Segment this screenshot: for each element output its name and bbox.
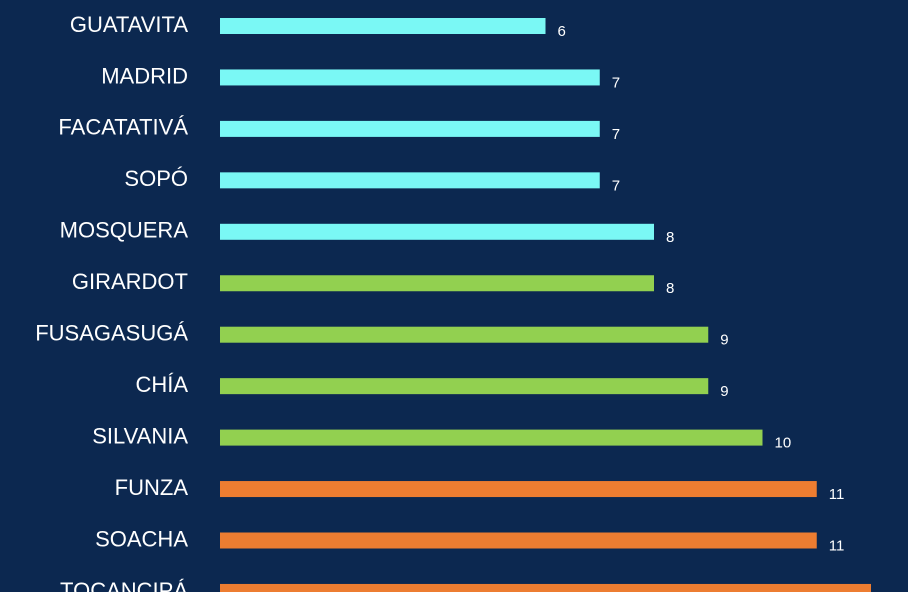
value-label: 11 — [829, 537, 845, 554]
category-label: FUNZA — [115, 475, 189, 500]
category-label: SOACHA — [95, 526, 188, 551]
category-label: GIRARDOT — [72, 269, 188, 294]
value-label: 6 — [558, 23, 566, 40]
category-label: TOCANCIPÁ — [60, 578, 188, 592]
value-label: 7 — [612, 74, 620, 91]
value-label: 12 — [883, 589, 900, 592]
category-label: MADRID — [101, 63, 188, 88]
bar — [220, 326, 709, 343]
bar — [220, 481, 817, 498]
bar — [220, 275, 654, 292]
value-label: 9 — [720, 383, 728, 400]
bar — [220, 429, 763, 446]
category-label: CHÍA — [135, 372, 188, 397]
bar — [220, 18, 546, 34]
category-label: MOSQUERA — [60, 218, 189, 243]
category-label: SOPÓ — [124, 166, 188, 191]
bar — [220, 69, 600, 86]
bar — [220, 120, 600, 137]
bar — [220, 378, 709, 395]
bar — [220, 532, 817, 549]
value-label: 7 — [612, 177, 620, 194]
value-label: 10 — [775, 435, 792, 452]
value-label: 11 — [829, 486, 845, 503]
category-label: FUSAGASUGÁ — [35, 321, 188, 346]
category-label: FACATATIVÁ — [58, 115, 188, 140]
bar — [220, 223, 654, 240]
category-label: GUATAVITA — [70, 12, 188, 37]
value-label: 8 — [666, 229, 674, 246]
value-label: 9 — [720, 332, 728, 349]
bar — [220, 172, 600, 189]
value-label: 7 — [612, 126, 620, 143]
category-label: SILVANIA — [92, 423, 188, 448]
value-label: 8 — [666, 280, 674, 297]
bar — [220, 583, 871, 592]
